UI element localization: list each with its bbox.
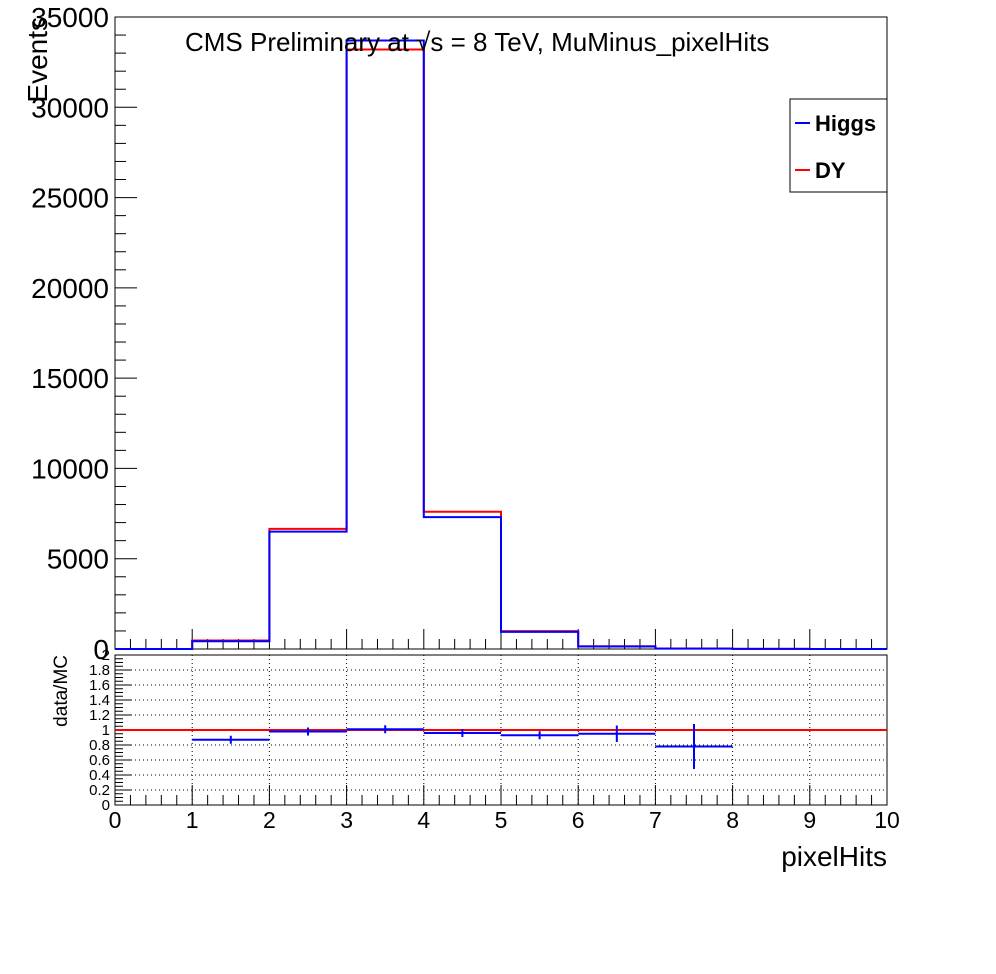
ratio-x-tick-label: 7	[649, 807, 662, 833]
ratio-point-1	[192, 735, 270, 744]
histogram-higgs	[115, 39, 887, 650]
ratio-y-tick-label: 0.6	[89, 752, 110, 769]
ratio-y-tick-label: 1.2	[89, 707, 110, 724]
legend-label-higgs: Higgs	[815, 111, 876, 136]
ratio-x-tick-label: 3	[340, 807, 353, 833]
ratio-y-tick-label: 0.2	[89, 782, 110, 799]
main-y-tick-label: 25000	[31, 183, 109, 214]
ratio-point-6	[578, 725, 656, 742]
ratio-y-tick-label: 2	[102, 647, 110, 664]
legend: Higgs DY	[789, 98, 888, 193]
x-axis-label: pixelHits	[781, 841, 887, 872]
ratio-point-4	[423, 729, 501, 737]
ratio-x-tick-label: 1	[186, 807, 199, 833]
ratio-y-tick-label: 0.4	[89, 767, 110, 784]
ratio-y-axis-label: data/MC	[51, 655, 72, 727]
ratio-x-tick-label: 0	[109, 807, 122, 833]
ratio-x-tick-label: 4	[417, 807, 430, 833]
ratio-panel: 00.20.40.60.811.21.41.61.82 0 1 2 3 4 5 6 7 8 9 10…	[51, 647, 900, 872]
ratio-point-7	[655, 724, 733, 769]
ratio-y-tick-label: 0.8	[89, 737, 110, 754]
main-y-ticks: 0 5000 10000 15000 20000 25000 30000 35000	[31, 2, 137, 665]
ratio-point-3	[346, 725, 424, 734]
ratio-y-tick-label: 0	[102, 797, 110, 814]
ratio-x-tick-label: 6	[572, 807, 585, 833]
main-y-tick-label: 5000	[47, 544, 109, 575]
ratio-y-tick-label: 1	[102, 722, 110, 739]
main-y-tick-label: 20000	[31, 273, 109, 304]
main-y-tick-label: 35000	[31, 2, 109, 33]
ratio-x-tick-label: 10	[874, 807, 900, 833]
ratio-x-tick-label: 5	[495, 807, 508, 833]
main-panel: 0 5000 10000 15000 20000 25000 30000 35000 CMS …	[22, 2, 888, 665]
ratio-point-2	[269, 727, 347, 736]
legend-box	[789, 98, 888, 193]
ratio-x-ticks: 0 1 2 3 4 5 6 7 8 9 10	[109, 785, 900, 833]
ratio-y-tick-label: 1.8	[89, 662, 110, 679]
main-y-tick-label: 30000	[31, 92, 109, 123]
y-axis-label: Events	[22, 17, 53, 103]
legend-label-dy: DY	[815, 158, 846, 183]
ratio-points	[192, 724, 733, 769]
histograms	[115, 39, 887, 650]
ratio-x-tick-label: 9	[803, 807, 816, 833]
main-y-tick-label: 15000	[31, 363, 109, 394]
ratio-x-tick-label: 2	[263, 807, 276, 833]
chart-title: CMS Preliminary at √s = 8 TeV, MuMinus_p…	[185, 27, 769, 57]
ratio-point-5	[501, 731, 579, 740]
main-y-tick-label: 0	[93, 634, 109, 665]
ratio-y-tick-label: 1.6	[89, 677, 110, 694]
ratio-y-ticks: 00.20.40.60.811.21.41.61.82	[89, 647, 131, 814]
main-y-tick-label: 10000	[31, 453, 109, 484]
ratio-x-tick-label: 8	[726, 807, 739, 833]
ratio-y-tick-label: 1.4	[89, 692, 110, 709]
